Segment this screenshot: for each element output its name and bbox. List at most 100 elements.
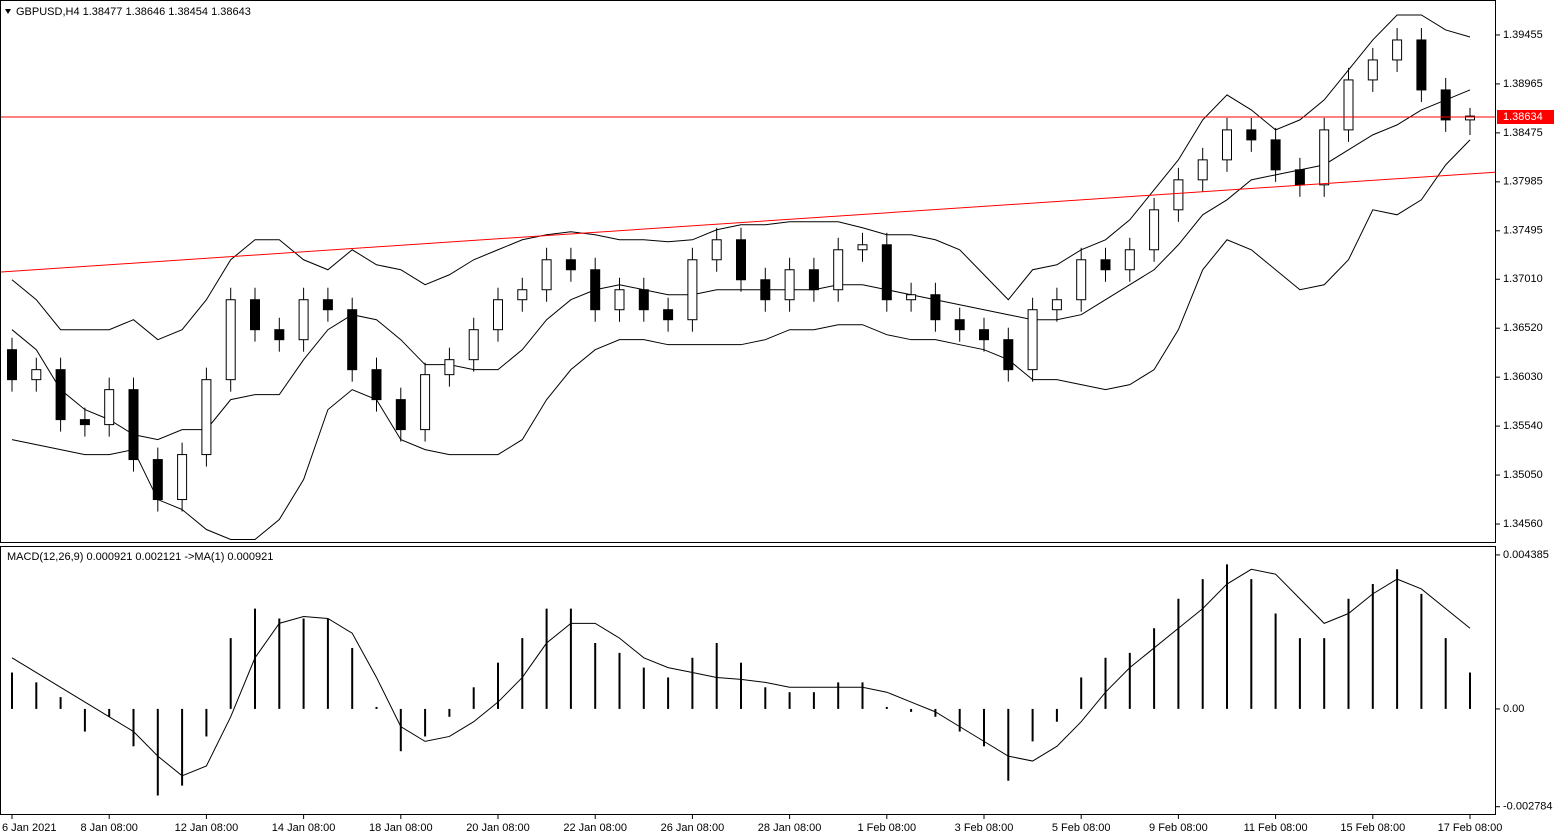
x-tick-label: 15 Feb 08:00 (1340, 822, 1405, 834)
candle-body (881, 244, 892, 301)
candle-body (663, 309, 674, 321)
candle-body (687, 259, 698, 321)
candle-body (322, 299, 333, 311)
candle-body (1124, 249, 1135, 271)
candle-body (541, 259, 552, 291)
candle-body (1246, 129, 1257, 141)
candle-body (638, 289, 649, 311)
candle-body (1051, 299, 1062, 311)
candle-body (420, 374, 431, 431)
candle-body (1294, 169, 1305, 186)
candle-body (444, 359, 455, 376)
candle-body (736, 239, 746, 281)
candle-body (833, 249, 844, 291)
candle-body (614, 289, 625, 311)
candle-body (152, 459, 163, 501)
candle-body (979, 329, 989, 341)
candle-body (590, 269, 601, 311)
x-tick-label: 26 Jan 08:00 (661, 822, 725, 834)
x-tick-label: 20 Jan 08:00 (466, 822, 530, 834)
candle-body (1197, 159, 1208, 181)
candle-body (1076, 259, 1087, 301)
band-line (11, 139, 1471, 541)
y-tick-label: 1.38475 (1503, 127, 1543, 139)
candle-body (954, 319, 965, 331)
candle-body (1270, 139, 1281, 171)
candle-body (225, 299, 236, 381)
candle-body (857, 244, 868, 251)
candle-body (1367, 59, 1378, 81)
y-tick-label: 0.004385 (1503, 549, 1549, 561)
candle-body (808, 269, 819, 291)
y-tick-label: 1.36030 (1503, 371, 1543, 383)
candle-body (784, 269, 795, 301)
menu-arrow[interactable] (5, 9, 11, 14)
x-tick-label: 14 Jan 08:00 (272, 822, 336, 834)
candle-body (1343, 79, 1354, 131)
x-tick-label: 1 Feb 08:00 (857, 822, 916, 834)
candle-body (468, 329, 479, 361)
x-tick-label: 17 Feb 08:00 (1438, 822, 1503, 834)
x-tick-label: 28 Jan 08:00 (758, 822, 822, 834)
candle-body (250, 299, 260, 331)
signal-line (11, 568, 1471, 777)
candle-body (565, 259, 576, 271)
main-pane (0, 0, 1496, 543)
candle-body (395, 399, 406, 431)
y-tick-label: 0.00 (1503, 703, 1524, 715)
candle-body (1027, 309, 1038, 371)
x-tick-label: 22 Jan 08:00 (563, 822, 627, 834)
candle-body (760, 279, 771, 301)
y-tick-label: 1.37010 (1503, 273, 1543, 285)
candle-body (517, 289, 528, 301)
y-tick-label: 1.37985 (1503, 176, 1543, 188)
price-label: 1.38634 (1503, 111, 1543, 123)
candle-body (371, 369, 382, 401)
candle-body (1465, 115, 1475, 121)
macd-title: MACD(12,26,9) 0.000921 0.002121 ->MA(1) … (7, 551, 273, 563)
x-tick-label: 9 Feb 08:00 (1149, 822, 1208, 834)
candle-body (1440, 89, 1451, 121)
candle-body (711, 239, 722, 261)
y-tick-label: 1.36520 (1503, 322, 1543, 334)
price-label-box (1497, 109, 1554, 124)
candle-body (104, 389, 115, 426)
candle-body (201, 379, 212, 456)
candle-body (1100, 259, 1111, 271)
x-tick-label: 11 Feb 08:00 (1244, 822, 1308, 834)
x-tick-label: 12 Jan 08:00 (175, 822, 239, 834)
main-plot (1, 14, 1495, 541)
candle-body (55, 369, 66, 421)
candle-body (493, 299, 503, 331)
candle-body (1319, 129, 1330, 186)
candle-body (1173, 179, 1184, 211)
band-line (11, 14, 1471, 341)
y-tick-label: 1.38965 (1503, 78, 1543, 90)
candle-body (1416, 39, 1427, 91)
macd-pane (0, 546, 1496, 815)
x-tick-label: 8 Jan 08:00 (80, 822, 138, 834)
y-tick-label: 1.35050 (1503, 469, 1543, 481)
candle-body (274, 329, 285, 341)
candle-body (1222, 129, 1232, 161)
y-tick-label: 1.37495 (1503, 225, 1543, 237)
candle-body (906, 294, 917, 301)
trendline (1, 171, 1495, 273)
candle-body (177, 454, 188, 501)
candle-body (347, 309, 358, 371)
candle-body (1392, 39, 1403, 61)
candle-body (1003, 339, 1014, 371)
candle-body (7, 349, 17, 381)
y-tick-label: 1.35540 (1503, 420, 1543, 432)
candle-body (1149, 209, 1160, 251)
x-tick-label: 18 Jan 08:00 (369, 822, 433, 834)
y-tick-label: 1.39455 (1503, 29, 1543, 41)
candle-body (930, 294, 941, 321)
candle-body (298, 299, 309, 341)
y-tick-label: -0.002784 (1503, 801, 1553, 813)
x-tick-label: 6 Jan 2021 (2, 822, 56, 834)
x-tick-label: 3 Feb 08:00 (955, 822, 1014, 834)
